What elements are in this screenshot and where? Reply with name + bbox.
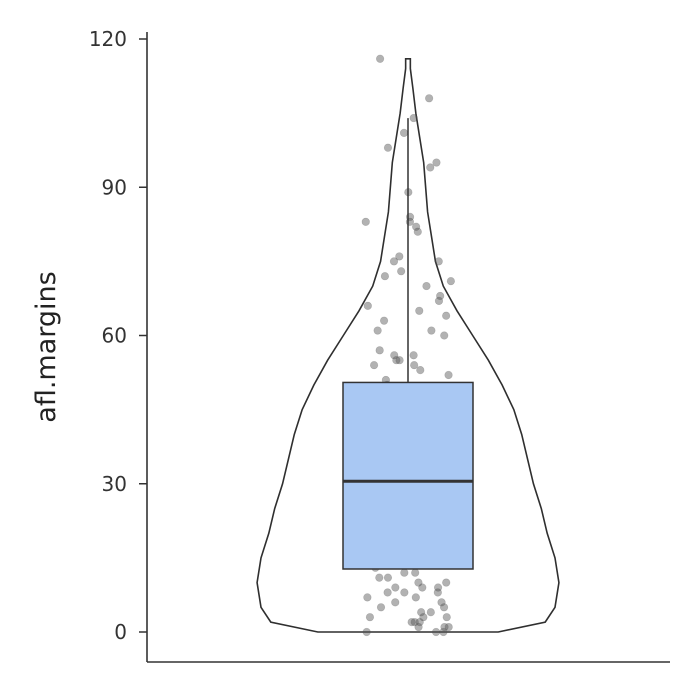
data-point <box>395 252 404 261</box>
data-point <box>432 158 441 167</box>
y-tick-label-60: 60 <box>102 324 127 348</box>
data-point <box>433 588 442 597</box>
data-point <box>440 622 449 632</box>
data-point <box>375 346 384 355</box>
violin-outline <box>256 57 560 633</box>
data-point <box>400 568 409 577</box>
data-point <box>389 257 399 266</box>
data-point <box>416 365 425 375</box>
violin-layer <box>256 57 560 633</box>
data-point <box>434 257 443 266</box>
y-tick-label-0: 0 <box>114 620 127 644</box>
data-point <box>413 227 422 236</box>
data-point <box>391 598 400 607</box>
data-point <box>417 608 426 617</box>
data-point <box>361 217 370 226</box>
data-point <box>437 598 446 607</box>
data-point <box>363 593 372 602</box>
data-point <box>414 578 423 587</box>
data-point <box>411 568 420 577</box>
data-point <box>442 311 451 320</box>
data-point <box>380 272 390 281</box>
data-point <box>383 143 393 152</box>
data-point <box>442 613 451 622</box>
data-point <box>369 361 379 370</box>
data-point <box>395 356 404 365</box>
data-point <box>363 301 372 310</box>
data-point <box>376 603 386 612</box>
data-point <box>390 351 399 360</box>
data-point <box>411 593 420 602</box>
data-point <box>383 573 393 582</box>
data-point <box>444 622 453 632</box>
data-point <box>436 291 445 301</box>
data-point <box>392 356 401 365</box>
data-point <box>379 316 389 325</box>
data-point <box>415 306 424 315</box>
data-point <box>362 627 371 637</box>
data-point <box>434 296 444 306</box>
y-tick-label-90: 90 <box>102 175 127 199</box>
data-point <box>376 54 385 63</box>
data-point <box>391 583 400 592</box>
data-point <box>409 351 418 360</box>
data-point <box>446 277 455 286</box>
data-point <box>397 267 406 276</box>
data-point <box>440 331 449 340</box>
data-point <box>415 618 424 627</box>
data-point <box>444 370 453 380</box>
y-axis-ticks: 0 30 60 90 120 <box>89 27 147 644</box>
y-axis-title: afl.margins <box>31 271 62 422</box>
data-point <box>422 281 431 291</box>
data-point <box>425 94 434 103</box>
data-point <box>442 578 451 587</box>
data-point <box>383 588 392 597</box>
data-point <box>365 613 375 622</box>
data-point <box>412 222 421 231</box>
data-point <box>400 588 409 597</box>
data-point <box>407 618 416 627</box>
data-point <box>410 618 419 627</box>
data-point <box>433 583 443 592</box>
box-plot-layer <box>342 118 474 570</box>
data-point <box>431 627 441 637</box>
data-point <box>439 603 449 612</box>
data-point <box>409 113 418 123</box>
data-point <box>399 128 409 137</box>
y-tick-label-120: 120 <box>89 27 127 51</box>
data-point <box>439 627 448 637</box>
data-point <box>419 613 428 622</box>
data-point <box>375 573 384 582</box>
y-tick-label-30: 30 <box>102 472 127 496</box>
data-point <box>418 583 427 592</box>
data-point <box>426 163 435 172</box>
data-point <box>410 361 419 370</box>
data-point <box>414 622 423 632</box>
data-point <box>373 326 382 335</box>
data-point <box>427 326 436 335</box>
interquartile-box <box>342 381 474 570</box>
data-point <box>426 608 435 617</box>
